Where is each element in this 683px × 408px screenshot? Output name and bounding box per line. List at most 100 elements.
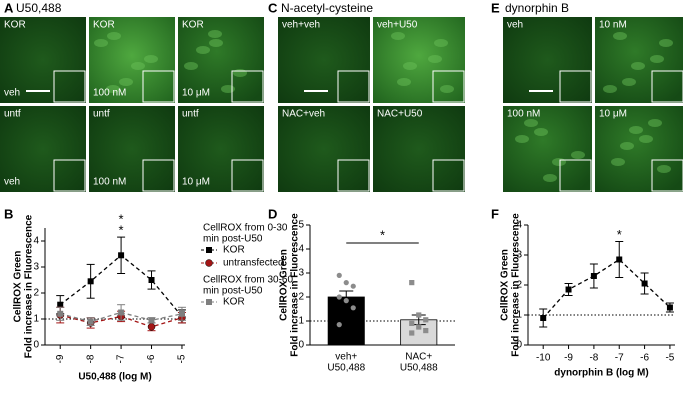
micrograph xyxy=(595,106,683,192)
cell-blob xyxy=(391,32,405,40)
tile-label: 100 nM xyxy=(93,88,126,99)
y-tick-label: 2 xyxy=(516,280,522,291)
panel-title: N-acetyl-cysteine xyxy=(281,1,373,15)
tile-label: veh xyxy=(4,177,20,188)
cell-blob xyxy=(397,78,411,86)
cell-blob xyxy=(515,135,529,143)
y-tick-label: 4 xyxy=(33,236,39,247)
cell-blob xyxy=(622,78,636,86)
x-tick-label: -8 xyxy=(85,354,96,363)
cell-blob xyxy=(571,151,585,159)
inset xyxy=(559,70,592,103)
micrograph xyxy=(0,17,86,103)
y-tick-label: 4 xyxy=(298,244,304,255)
tile-label: veh+U50 xyxy=(377,20,418,31)
y-tick-label: 3 xyxy=(33,262,39,273)
inset xyxy=(231,70,264,103)
y-axis-title: CellROX Green xyxy=(500,249,511,321)
panel-letter: F xyxy=(491,206,499,221)
inset xyxy=(432,159,465,192)
marker xyxy=(118,252,125,259)
y-tick-label: 0 xyxy=(298,340,304,351)
legend-title: min post-U50 xyxy=(203,286,263,297)
inset xyxy=(53,159,86,192)
x-tick-label: -6 xyxy=(640,353,649,364)
y-tick-label: 3 xyxy=(516,250,522,261)
x-axis-title: U50,488 (log M) xyxy=(78,372,151,383)
cell-blob xyxy=(403,62,417,70)
legend-title: CellROX from 0-30 xyxy=(203,223,288,234)
cell-blob xyxy=(543,174,557,182)
y-axis-title: Fold increase in Fluorescence xyxy=(290,213,301,357)
tile-label: untf xyxy=(93,109,110,120)
tile-label: KOR xyxy=(182,20,204,31)
tile-label: 10 μM xyxy=(599,109,627,120)
cell-blob xyxy=(659,39,673,47)
cell-blob xyxy=(631,62,645,70)
y-tick-label: 1 xyxy=(516,310,522,321)
tile-label: veh+veh xyxy=(282,20,320,31)
y-axis-title: Fold increase in Fluorescence xyxy=(24,214,35,358)
cell-blob xyxy=(184,62,198,70)
tile-label: veh xyxy=(4,88,20,99)
cell-blob xyxy=(620,142,634,150)
cell-blob xyxy=(524,119,538,127)
tile-label: KOR xyxy=(4,20,26,31)
marker xyxy=(565,286,572,293)
cell-blob xyxy=(639,135,653,143)
cell-blob xyxy=(603,85,617,93)
inset xyxy=(559,159,592,192)
data-point xyxy=(423,328,429,334)
micrograph xyxy=(0,106,86,192)
tile-label: NAC+veh xyxy=(282,109,325,120)
tile-label: NAC+U50 xyxy=(377,109,423,120)
data-point xyxy=(409,320,415,326)
micrograph xyxy=(89,106,175,192)
tile-label: untf xyxy=(4,109,21,120)
x-tick-label: -8 xyxy=(589,353,598,364)
cell-blob xyxy=(648,119,662,127)
cell-blob xyxy=(534,128,548,136)
x-tick-label: -5 xyxy=(665,353,674,364)
inset xyxy=(432,70,465,103)
tile-label: 10 nM xyxy=(599,20,627,31)
data-point xyxy=(416,312,422,318)
tile-label: 100 nM xyxy=(507,109,540,120)
micrograph xyxy=(373,17,465,103)
x-tick-label: NAC+ xyxy=(405,352,432,363)
marker xyxy=(540,315,547,321)
marker xyxy=(148,317,155,324)
y-tick-label: 1 xyxy=(33,314,39,325)
cell-blob xyxy=(208,30,222,38)
series-line xyxy=(542,258,671,319)
data-point xyxy=(343,298,349,304)
marker xyxy=(148,277,155,283)
legend-label: untransfected xyxy=(223,258,284,269)
y-tick-label: 2 xyxy=(33,288,39,299)
marker xyxy=(87,278,94,285)
data-point xyxy=(416,324,422,330)
cell-blob xyxy=(428,55,442,63)
tile-label: 10 μM xyxy=(182,177,210,188)
y-axis-title: CellROX Green xyxy=(13,251,24,323)
marker xyxy=(666,304,673,311)
x-tick-label: -7 xyxy=(116,354,127,363)
marker xyxy=(641,280,648,287)
x-tick-label: -6 xyxy=(146,354,157,363)
micrograph xyxy=(278,106,370,192)
micrograph xyxy=(595,17,683,103)
panel-letter: B xyxy=(4,206,13,221)
marker xyxy=(616,256,623,263)
y-tick-label: 1 xyxy=(298,316,304,327)
cell-blob xyxy=(552,158,566,166)
tile-label: untf xyxy=(182,109,199,120)
marker xyxy=(118,309,125,316)
data-point xyxy=(350,283,356,289)
x-tick-label: -7 xyxy=(615,353,624,364)
data-point xyxy=(336,294,342,300)
data-point xyxy=(409,330,415,336)
micrograph xyxy=(89,17,175,103)
y-tick-label: 0 xyxy=(33,340,39,351)
inset xyxy=(651,70,683,103)
